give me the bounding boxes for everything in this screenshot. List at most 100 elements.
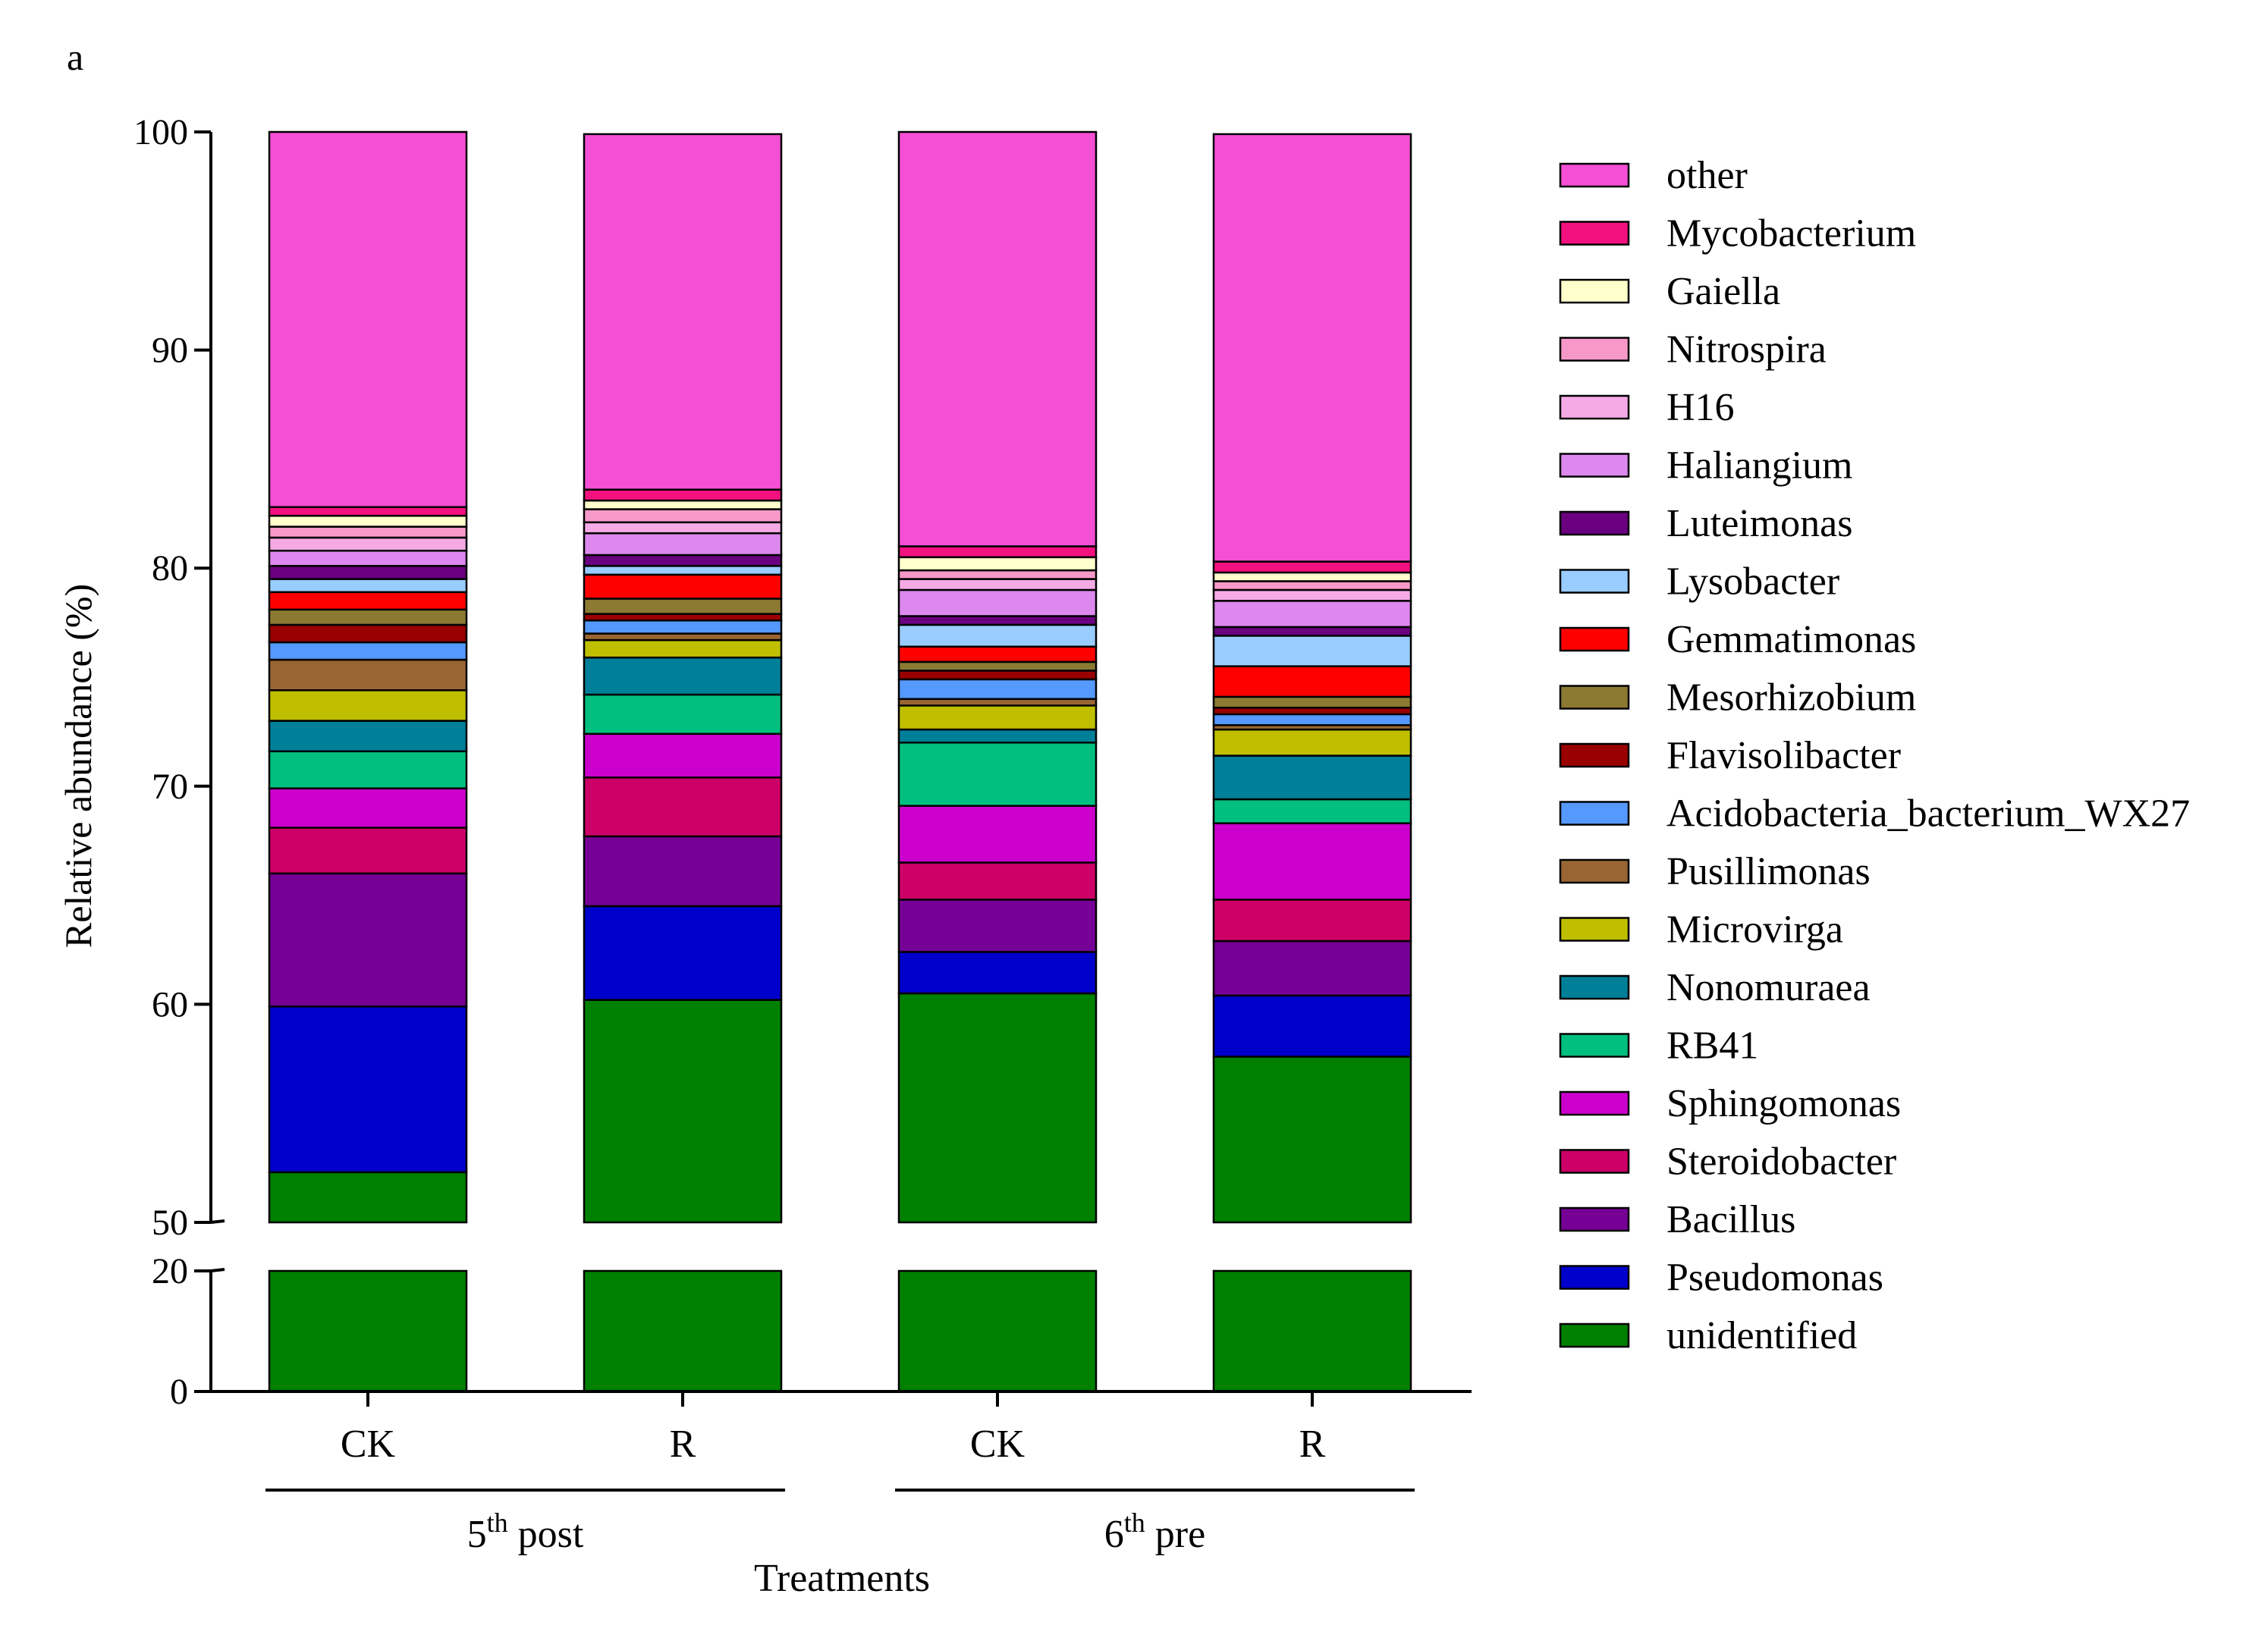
bar-ck-3-pusillimonas: [897, 698, 1098, 707]
bar-ck-1-h16: [268, 536, 468, 552]
bar-r-4-mesorhizobium: [1212, 695, 1412, 709]
legend-swatch-unidentified: [1559, 1322, 1630, 1348]
legend-label-bacillus: Bacillus: [1666, 1198, 1795, 1241]
bar-ck-3-microvirga: [897, 704, 1098, 731]
bar-ck-3-steroidobacter: [897, 861, 1098, 901]
bar-r-2-microvirga: [583, 638, 783, 659]
bar-ck-3-rb41: [897, 742, 1098, 807]
legend-swatch-rb41: [1559, 1033, 1630, 1058]
bar-ck-1-pusillimonas: [268, 658, 468, 692]
group-label-2: 6th pre: [1104, 1508, 1205, 1556]
x-tick-label-r-4: R: [1299, 1423, 1326, 1466]
bar-ck-1-bacillus: [268, 872, 468, 1008]
x-tick-label-r-2: R: [670, 1423, 696, 1466]
legend-label-pusillimonas: Pusillimonas: [1666, 850, 1871, 893]
bar-r-2-other: [583, 133, 783, 491]
axis-break-mark-upper: [210, 1219, 225, 1224]
legend-swatch-steroidobacter: [1559, 1149, 1630, 1174]
bar-r-4-other: [1212, 133, 1412, 563]
bar-ck-1-mycobacterium: [268, 506, 468, 517]
legend-swatch-haliangium: [1559, 453, 1630, 478]
legend-swatch-acidobacteria-bacterium-wx27: [1559, 801, 1630, 826]
legend-label-flavisolibacter: Flavisolibacter: [1666, 734, 1901, 777]
bar-r-4-luteimonas: [1212, 626, 1412, 637]
legend-label-gaiella: Gaiella: [1666, 270, 1780, 313]
bar-r-4-nitrospira: [1212, 580, 1412, 591]
bar-ck-3-mesorhizobium: [897, 660, 1098, 672]
bar-r-2-luteimonas: [583, 554, 783, 567]
legend-swatch-pseudomonas: [1559, 1265, 1630, 1290]
legend-label-sphingomonas: Sphingomonas: [1666, 1082, 1901, 1125]
legend-swatch-other: [1559, 162, 1630, 188]
bar-ck-3-sphingomonas: [897, 805, 1098, 864]
y-tick-label-80: 80: [152, 548, 188, 588]
bar-r-4-steroidobacter: [1212, 899, 1412, 943]
bar-r-2-steroidobacter: [583, 777, 783, 838]
bar-ck-1-gaiella: [268, 514, 468, 528]
y-tick-label-100: 100: [134, 112, 188, 152]
y-tick-label-50: 50: [152, 1203, 188, 1243]
legend-swatch-h16: [1559, 394, 1630, 420]
bar-r-2-mesorhizobium: [583, 598, 783, 615]
legend-swatch-mesorhizobium: [1559, 685, 1630, 710]
bar-r-2-bacillus: [583, 835, 783, 908]
legend-label-luteimonas: Luteimonas: [1666, 502, 1853, 545]
bar-ck-1-flavisolibacter: [268, 623, 468, 644]
bar-r-4-unidentified-upper: [1212, 1056, 1412, 1224]
legend-swatch-flavisolibacter: [1559, 742, 1630, 768]
bar-ck-1-steroidobacter: [268, 827, 468, 875]
y-axis-label: Relative abundance (%): [57, 584, 99, 948]
bar-ck-3-flavisolibacter: [897, 670, 1098, 681]
bar-r-2-pseudomonas: [583, 905, 783, 1001]
bar-ck-1-rb41: [268, 750, 468, 789]
y-tick-label-20: 20: [152, 1251, 188, 1291]
legend-swatch-sphingomonas: [1559, 1090, 1630, 1116]
bar-ck-1-pseudomonas: [268, 1006, 468, 1174]
legend-swatch-luteimonas: [1559, 510, 1630, 536]
bar-r-2-haliangium: [583, 532, 783, 557]
bar-r-2-h16: [583, 521, 783, 535]
bar-ck-1-sphingomonas: [268, 787, 468, 829]
legend-swatch-gaiella: [1559, 278, 1630, 304]
panel-label: a: [67, 36, 83, 78]
y-tick-label-0: 0: [170, 1372, 188, 1412]
bar-r-4-gemmatimonas: [1212, 665, 1412, 698]
bar-r-4-nonomuraea: [1212, 755, 1412, 801]
bar-ck-3-pseudomonas: [897, 951, 1098, 995]
legend-label-mycobacterium: Mycobacterium: [1666, 212, 1916, 256]
bar-r-2-flavisolibacter: [583, 613, 783, 622]
bar-r-2-lysobacter: [583, 565, 783, 576]
bar-r-2-unidentified-lower: [583, 1269, 783, 1393]
legend-swatch-nitrospira: [1559, 337, 1630, 362]
y-tick-label-90: 90: [152, 331, 188, 371]
bar-ck-3-gaiella: [897, 556, 1098, 572]
bar-ck-3-bacillus: [897, 899, 1098, 953]
bar-ck-1-other: [268, 130, 468, 508]
bar-ck-1-unidentified-upper: [268, 1171, 468, 1224]
bar-ck-3-gemmatimonas: [897, 645, 1098, 664]
bar-r-4-haliangium: [1212, 600, 1412, 629]
bar-r-4-gaiella: [1212, 571, 1412, 582]
legend-label-nitrospira: Nitrospira: [1666, 328, 1827, 372]
y-tick-label-70: 70: [152, 767, 188, 807]
bar-r-4-bacillus: [1212, 940, 1412, 997]
bar-ck-3-lysobacter: [897, 623, 1098, 648]
bar-r-4-acidobacteria-bacterium-wx27: [1212, 713, 1412, 726]
bar-r-4-sphingomonas: [1212, 822, 1412, 901]
bar-r-2-unidentified-upper: [583, 999, 783, 1224]
bar-r-2-pusillimonas: [583, 632, 783, 642]
bar-ck-1-haliangium: [268, 549, 468, 567]
bar-r-4-microvirga: [1212, 728, 1412, 757]
bar-r-2-rb41: [583, 693, 783, 736]
bar-ck-3-other: [897, 130, 1098, 547]
bar-ck-1-lysobacter: [268, 578, 468, 594]
bar-r-2-gemmatimonas: [583, 573, 783, 600]
legend-swatch-pusillimonas: [1559, 858, 1630, 884]
legend-label-gemmatimonas: Gemmatimonas: [1666, 618, 1916, 661]
bar-r-4-h16: [1212, 588, 1412, 602]
legend-swatch-nonomuraea: [1559, 974, 1630, 1000]
bar-r-4-pseudomonas: [1212, 994, 1412, 1058]
legend-label-acidobacteria-bacterium-wx27: Acidobacteria_bacterium_WX27: [1666, 792, 2190, 836]
legend-label-h16: H16: [1666, 386, 1735, 429]
